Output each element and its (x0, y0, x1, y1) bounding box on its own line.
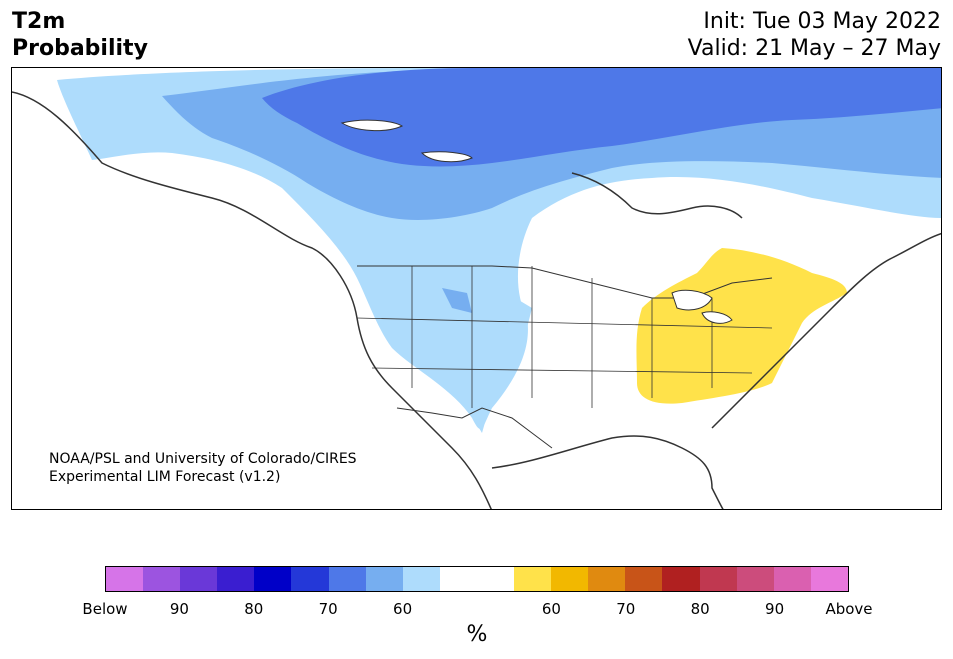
colorbar-tick-label: 90 (765, 600, 785, 618)
gulf-coast (491, 435, 724, 509)
colorbar-segment (365, 567, 403, 591)
colorbar-segment (736, 567, 774, 591)
colorbar-tick-label: Below (82, 600, 128, 618)
colorbar-segment (625, 567, 663, 591)
colorbar-tick-label: 70 (318, 600, 338, 618)
us-canada-border (357, 265, 773, 299)
credit-text: NOAA/PSL and University of Colorado/CIRE… (49, 450, 357, 486)
colorbar-segment (810, 567, 848, 591)
state-lines (356, 266, 773, 408)
lakes (340, 119, 733, 324)
colorbar-segment (180, 567, 218, 591)
valid-range: Valid: 21 May – 27 May (687, 36, 941, 61)
colorbar-segment (328, 567, 366, 591)
colorbar-segment (588, 567, 626, 591)
hudson-bay (571, 172, 743, 219)
coastline (12, 91, 492, 509)
colorbar-tick-label: 80 (244, 600, 264, 618)
us-mexico-border (396, 407, 553, 449)
date-info: Init: Tue 03 May 2022 Valid: 21 May – 27… (688, 8, 941, 62)
colorbar-segment (514, 567, 552, 591)
colorbar-segment (476, 567, 515, 591)
colorbar-tick-label: 60 (393, 600, 413, 618)
colorbar-tick-label: 90 (169, 600, 189, 618)
init-date: Init: Tue 03 May 2022 (703, 9, 941, 34)
colorbar-segment (143, 567, 181, 591)
below-60-west-lobe (392, 268, 532, 433)
colorbar-segment (773, 567, 811, 591)
colorbar-unit: % (466, 622, 488, 647)
colorbar-tick-label: 60 (541, 600, 561, 618)
north-america-map (12, 68, 941, 509)
map-title: T2m Probability (12, 8, 148, 62)
colorbar-tick-label: 80 (690, 600, 710, 618)
colorbar-segment (254, 567, 292, 591)
colorbar (105, 566, 849, 592)
colorbar-segment (402, 567, 440, 591)
below-80-east (752, 68, 941, 104)
above-60-region (636, 248, 847, 404)
colorbar-segment (291, 567, 329, 591)
colorbar-segment (699, 567, 737, 591)
below-80-region (262, 68, 941, 167)
colorbar-tick-label: 70 (616, 600, 636, 618)
credit-line-1: NOAA/PSL and University of Colorado/CIRE… (49, 451, 357, 467)
title-line-2: Probability (12, 36, 148, 61)
colorbar-segment (439, 567, 477, 591)
colorbar-segment (662, 567, 700, 591)
colorbar-segment (551, 567, 589, 591)
title-line-1: T2m (12, 9, 66, 34)
colorbar-segment (106, 567, 144, 591)
map-panel (11, 67, 942, 510)
below-70-blob (442, 288, 472, 313)
credit-line-2: Experimental LIM Forecast (v1.2) (49, 469, 281, 485)
colorbar-segment (217, 567, 255, 591)
colorbar-tick-label: Above (825, 600, 873, 618)
east-coast (711, 232, 941, 429)
